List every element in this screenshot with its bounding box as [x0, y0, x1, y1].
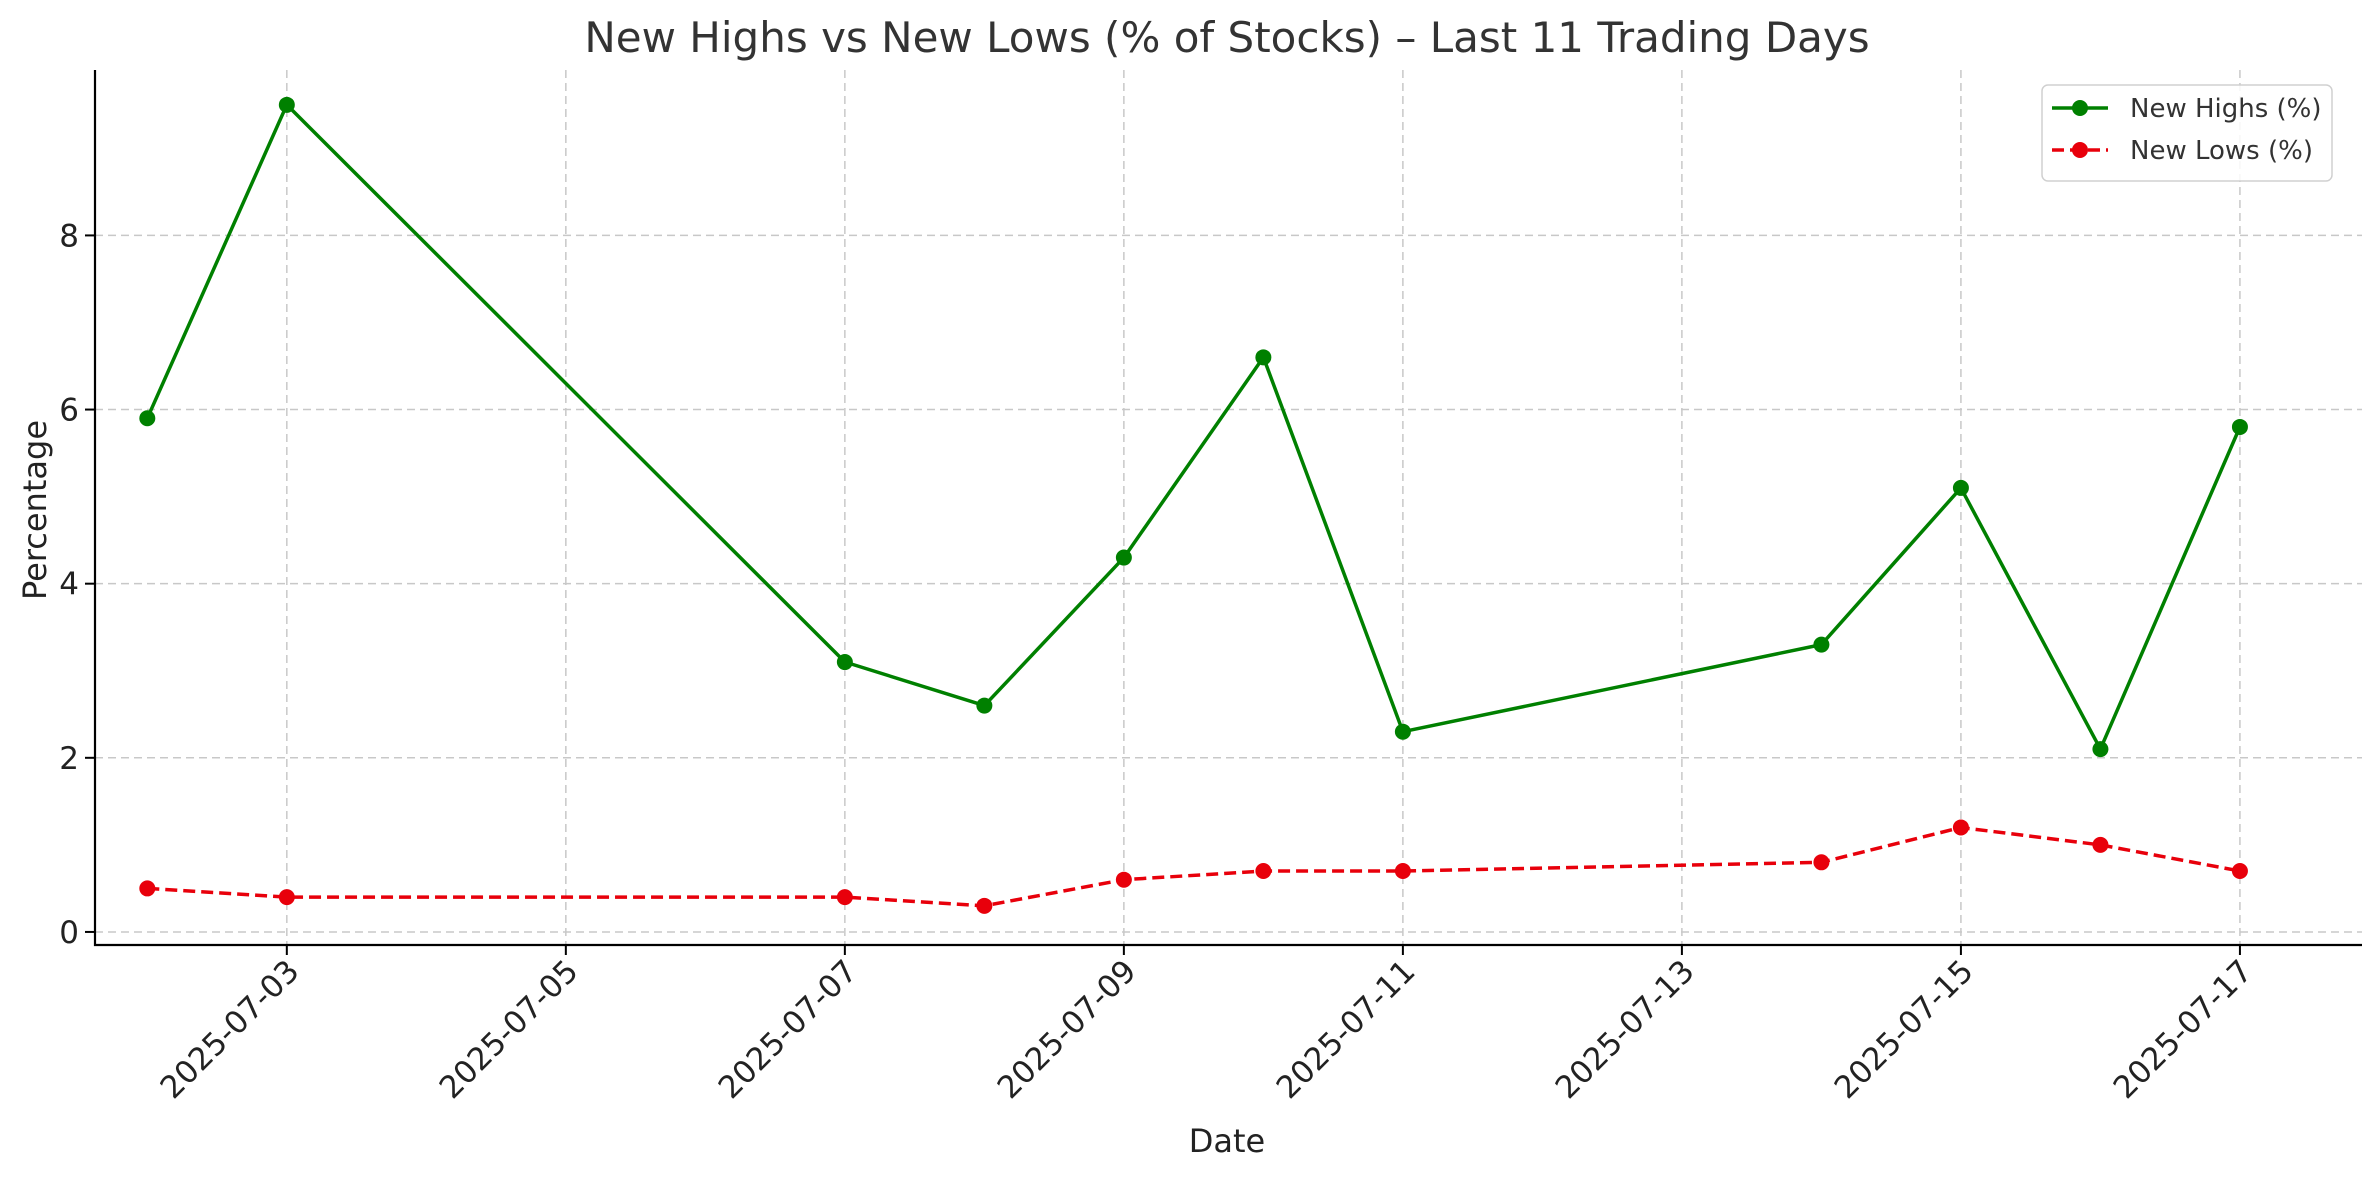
y-axis-label: Percentage [16, 420, 54, 600]
data-point-new-highs [1952, 479, 1969, 496]
x-tick-label: 2025-07-05 [433, 953, 586, 1106]
series-line-new-lows [147, 825, 2241, 908]
data-point-new-highs [139, 410, 156, 427]
data-point-new-lows [2231, 862, 2248, 879]
data-point-new-highs [2231, 418, 2248, 435]
legend-label-new-highs: New Highs (%) [2130, 94, 2322, 124]
chart-title: New Highs vs New Lows (% of Stocks) – La… [584, 13, 1869, 62]
series-new-highs [139, 96, 2248, 758]
series-line-new-highs [145, 103, 2242, 751]
data-point-new-highs [1115, 549, 1132, 566]
grid-lines [95, 70, 2362, 945]
data-point-new-highs [1394, 723, 1411, 740]
legend-marker-new-highs [2072, 100, 2088, 116]
data-point-new-highs [1813, 636, 1830, 653]
data-point-new-lows [1394, 862, 1411, 879]
x-tick-label: 2025-07-03 [154, 953, 307, 1106]
y-axis-ticks: 0 2 4 6 8 [59, 218, 95, 951]
data-point-new-lows [1813, 854, 1830, 871]
x-tick-label: 2025-07-15 [1828, 953, 1981, 1106]
x-axis-label: Date [1189, 1122, 1265, 1160]
data-point-new-lows [278, 889, 295, 906]
data-point-new-lows [976, 897, 993, 914]
data-point-new-highs [976, 697, 993, 714]
data-point-new-lows [1952, 819, 1969, 836]
y-tick-label: 4 [59, 567, 79, 603]
y-tick-label: 2 [59, 741, 79, 777]
data-point-new-lows [139, 880, 156, 897]
y-tick-label: 8 [59, 218, 79, 254]
data-point-new-lows [836, 889, 853, 906]
y-tick-label: 0 [59, 915, 79, 951]
data-point-new-highs [278, 96, 295, 113]
legend-label-new-lows: New Lows (%) [2130, 136, 2313, 166]
y-tick-label: 6 [59, 393, 79, 429]
legend-box [2041, 84, 2333, 182]
legend-item-new-highs: New Highs (%) [2052, 94, 2322, 124]
axis-spines [93, 70, 2362, 947]
x-tick-label: 2025-07-13 [1549, 953, 1702, 1106]
legend: New Highs (%) New Lows (%) [2041, 84, 2333, 182]
data-point-new-highs [1255, 349, 1272, 366]
x-tick-label: 2025-07-07 [712, 953, 865, 1106]
x-tick-label: 2025-07-11 [1270, 953, 1423, 1106]
series-new-lows [139, 819, 2248, 914]
x-axis-ticks: 2025-07-03 2025-07-05 2025-07-07 2025-07-09… [154, 945, 2260, 1106]
legend-marker-new-lows [2072, 142, 2088, 158]
data-point-new-highs [836, 654, 853, 671]
axes [93, 70, 2362, 947]
data-point-new-lows [1255, 862, 1272, 879]
x-tick-label: 2025-07-09 [991, 953, 1144, 1106]
series-layer [139, 96, 2248, 914]
legend-item-new-lows: New Lows (%) [2052, 136, 2313, 166]
data-point-new-lows [2092, 836, 2109, 853]
data-point-new-highs [2092, 741, 2109, 758]
x-tick-label: 2025-07-17 [2107, 953, 2260, 1106]
data-point-new-lows [1115, 871, 1132, 888]
